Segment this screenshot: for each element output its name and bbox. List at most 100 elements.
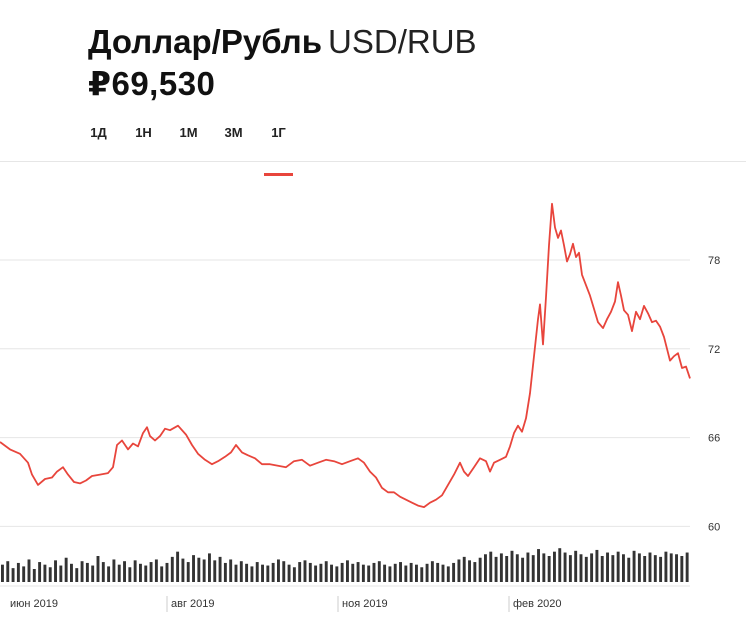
volume-bar xyxy=(340,562,344,582)
volume-bar xyxy=(117,564,121,582)
volume-bar xyxy=(223,562,227,582)
volume-bar xyxy=(457,559,461,582)
volume-bar xyxy=(266,565,270,582)
volume-bar xyxy=(446,566,450,582)
pair-name: Доллар/Рубль xyxy=(88,23,323,60)
volume-bar xyxy=(91,565,95,582)
volume-bar xyxy=(292,567,296,582)
current-price: ₽69,530 xyxy=(88,65,216,102)
volume-bar xyxy=(473,562,477,582)
volume-bar xyxy=(165,562,169,582)
volume-bar xyxy=(436,562,440,582)
volume-bar xyxy=(186,562,190,582)
volume-bar xyxy=(659,556,663,582)
volume-bar xyxy=(675,554,678,582)
x-tick-label: авг 2019 xyxy=(171,598,215,610)
volume-bar xyxy=(59,565,63,582)
volume-bar xyxy=(80,561,84,582)
volume-bar xyxy=(250,566,254,582)
volume-bar xyxy=(22,566,26,582)
volume-bar xyxy=(277,559,280,582)
volume-bar xyxy=(16,562,20,582)
volume-bar xyxy=(415,564,418,582)
volume-bar xyxy=(261,564,264,582)
volume-bar xyxy=(64,557,68,582)
tab-3m[interactable]: 3М xyxy=(224,125,243,140)
volume-bar xyxy=(314,565,318,582)
volume-bar xyxy=(653,555,657,582)
volume-bar xyxy=(399,562,402,582)
y-tick-label: 60 xyxy=(708,521,720,533)
ticker-symbol: USD/RUB xyxy=(328,23,477,60)
volume-bar xyxy=(680,556,684,582)
volume-bar xyxy=(351,563,355,582)
volume-bar xyxy=(574,550,578,582)
tab-1w[interactable]: 1Н xyxy=(135,125,152,140)
volume-bar xyxy=(335,566,339,582)
volume-bar xyxy=(181,558,185,582)
volume-bar xyxy=(648,552,652,582)
volume-bar xyxy=(234,564,238,582)
y-tick-label: 72 xyxy=(708,344,720,356)
volume-bar xyxy=(133,560,137,582)
volume-bar xyxy=(377,561,381,582)
volume-bar xyxy=(202,559,206,582)
volume-bar xyxy=(330,564,333,582)
volume-bar xyxy=(27,559,31,582)
volume-bar xyxy=(542,553,546,582)
volume-bar xyxy=(409,562,413,582)
volume-bar xyxy=(515,554,519,582)
volume-bar xyxy=(38,562,42,582)
volume-bar xyxy=(346,560,349,582)
volume-bar xyxy=(622,554,625,582)
volume-bar xyxy=(271,562,275,582)
volume-bar xyxy=(255,562,259,582)
volume-bar xyxy=(32,569,36,582)
volume-bar xyxy=(494,556,498,582)
volume-bar xyxy=(229,559,233,582)
volume-bar xyxy=(484,554,487,582)
volume-bar xyxy=(356,562,360,582)
volume-bar xyxy=(505,556,509,582)
volume-bar xyxy=(664,551,668,582)
volume-bar xyxy=(54,560,57,582)
volume-bar xyxy=(425,563,429,582)
volume-bar xyxy=(372,562,376,582)
volume-bar xyxy=(282,561,286,582)
volume-bar xyxy=(239,561,243,582)
volume-bar xyxy=(245,563,249,582)
volume-bar xyxy=(324,561,328,582)
volume-bar xyxy=(123,561,126,582)
volume-bar xyxy=(107,566,111,582)
volume-bar xyxy=(176,551,180,582)
grid-lines xyxy=(0,259,690,527)
volume-bar xyxy=(43,564,47,582)
volume-bar xyxy=(298,562,302,582)
header-divider xyxy=(0,161,746,162)
tab-1m[interactable]: 1М xyxy=(179,125,198,140)
volume-bar xyxy=(568,555,572,582)
volume-bar xyxy=(547,556,551,582)
volume-bar xyxy=(393,563,397,582)
volume-bar xyxy=(319,563,323,582)
tab-1d[interactable]: 1Д xyxy=(90,125,107,140)
volume-bar xyxy=(308,562,312,582)
volume-bar xyxy=(468,560,471,582)
volume-bar xyxy=(632,550,636,582)
volume-bar xyxy=(537,549,540,582)
price-chart[interactable]: 60 66 72 78 июн 2019 авг 2019 ноя 2019 фев 202… xyxy=(0,162,746,635)
tab-1y[interactable]: 1Г xyxy=(256,120,301,176)
volume-bars xyxy=(1,548,689,582)
volume-bar xyxy=(616,551,620,582)
volume-bar xyxy=(685,552,689,582)
volume-bar xyxy=(383,564,387,582)
volume-bar xyxy=(6,561,10,582)
volume-bar xyxy=(579,554,583,582)
volume-bar xyxy=(584,556,588,582)
volume-bar xyxy=(96,556,100,582)
volume-bar xyxy=(526,552,530,582)
volume-bar xyxy=(101,562,105,582)
volume-bar xyxy=(595,549,599,582)
volume-bar xyxy=(160,566,164,582)
volume-bar xyxy=(510,550,514,582)
